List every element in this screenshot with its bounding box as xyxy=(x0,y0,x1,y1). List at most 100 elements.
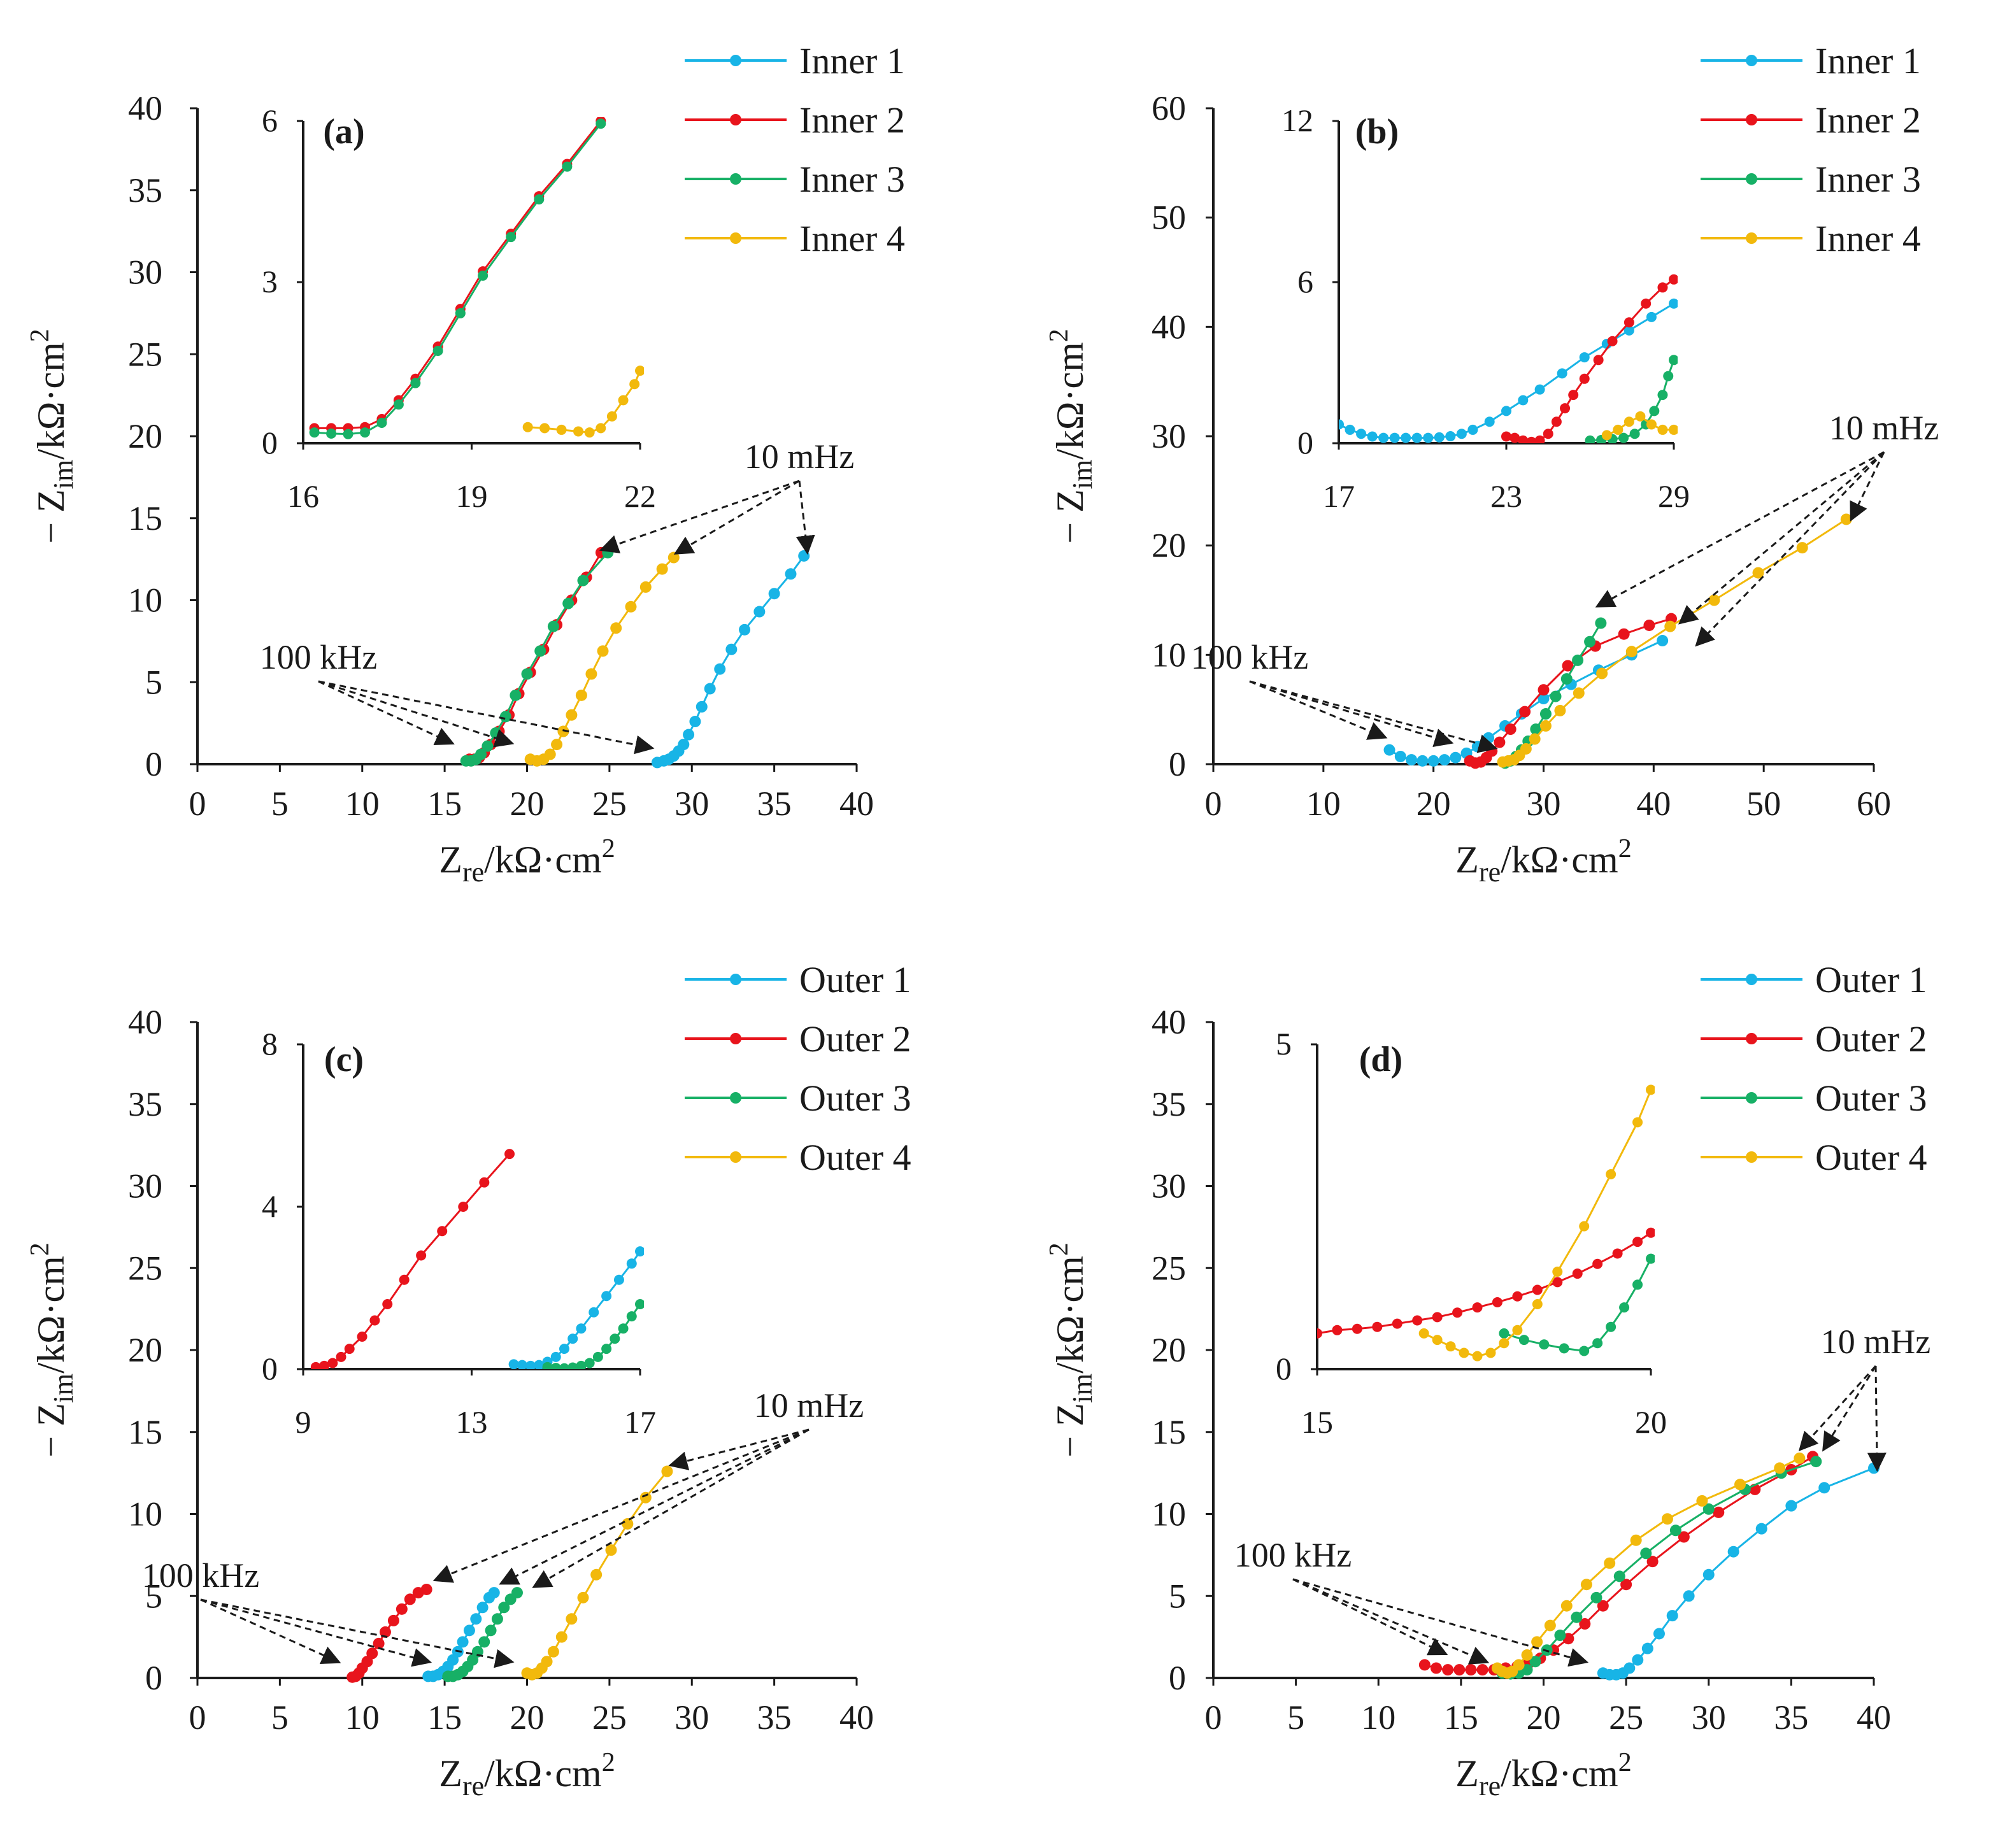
series-line xyxy=(530,557,674,762)
series-outer-2 xyxy=(1418,1451,1819,1676)
annotation-label: 100 kHz xyxy=(1191,638,1308,676)
annotation-arrow xyxy=(200,1598,341,1665)
inset-plot: 16 19 22 0 3 6 (a) xyxy=(262,103,656,514)
data-point xyxy=(482,740,494,752)
x-axis-title: Zre/kΩ·cm2 xyxy=(439,1748,615,1802)
annotation-arrow xyxy=(200,1598,432,1667)
data-point xyxy=(785,568,797,580)
legend-label: Inner 4 xyxy=(799,218,905,259)
data-point xyxy=(1595,617,1607,629)
inset-data-point xyxy=(1339,419,1344,430)
inset-background xyxy=(1317,1044,1651,1369)
legend-label: Outer 2 xyxy=(799,1018,911,1060)
data-point xyxy=(1640,1547,1652,1560)
x-tick-label: 40 xyxy=(1636,785,1671,823)
inset-x-tick-label: 9 xyxy=(296,1404,311,1440)
data-point xyxy=(490,727,502,739)
inset-data-point xyxy=(1539,1339,1550,1350)
inset-x-tick-label: 17 xyxy=(1323,478,1355,514)
inset-data-point xyxy=(1646,1084,1655,1095)
data-point xyxy=(1519,706,1531,718)
data-point xyxy=(1539,708,1552,720)
data-point xyxy=(739,623,751,636)
x-axis-title: Zre/kΩ·cm2 xyxy=(1455,1748,1631,1802)
inset-data-point xyxy=(1572,1269,1583,1279)
data-point xyxy=(485,1624,497,1637)
inset-data-point xyxy=(1646,1253,1655,1264)
x-tick-label: 40 xyxy=(1857,1698,1891,1737)
x-tick-label: 35 xyxy=(757,1698,792,1737)
data-point xyxy=(1661,1513,1673,1525)
x-tick-label: 20 xyxy=(1527,1698,1561,1737)
inset-data-point xyxy=(416,1250,427,1261)
inset-data-point xyxy=(1641,298,1652,309)
series-line xyxy=(657,555,805,764)
inset-data-point xyxy=(1434,432,1445,443)
inset-data-point xyxy=(1467,424,1478,435)
x-tick-label: 10 xyxy=(1306,785,1341,823)
inset-data-point xyxy=(1332,1325,1343,1335)
x-tick-label: 35 xyxy=(1774,1698,1808,1737)
panel-a: 0 5 10 15 20 25 30 35 400510152025303540Zre/kΩ·c… xyxy=(25,40,905,888)
x-tick-label: 0 xyxy=(1205,785,1222,823)
annotation-label: 100 kHz xyxy=(142,1556,259,1595)
inset-data-point xyxy=(393,399,404,410)
data-point xyxy=(575,689,587,701)
data-point xyxy=(566,709,578,721)
y-tick-label: 10 xyxy=(1152,1495,1186,1533)
legend-swatch-marker xyxy=(730,1033,741,1044)
data-point xyxy=(1657,635,1669,647)
inset-data-point xyxy=(1646,419,1657,430)
inset-data-point xyxy=(1669,298,1678,309)
data-point xyxy=(404,1593,416,1605)
inset-data-point xyxy=(1532,1284,1543,1295)
x-tick-label: 25 xyxy=(1609,1698,1643,1737)
data-point xyxy=(577,1591,589,1603)
panel-d: 0 5 10 15 20 25 30 35 40 0 5 10 15 20 25 30 35 40 Zre/kΩ·c… xyxy=(1045,959,1930,1802)
inset-data-point xyxy=(635,1246,644,1257)
inset-data-point xyxy=(534,194,545,205)
inset-data-point xyxy=(1432,1312,1443,1323)
data-point xyxy=(476,1602,489,1614)
inset-data-point xyxy=(1472,1351,1483,1361)
series-outer-4 xyxy=(521,1465,673,1681)
data-point xyxy=(1702,1568,1715,1581)
data-point xyxy=(639,581,652,593)
data-point xyxy=(373,1637,385,1649)
inset-data-point xyxy=(1499,1328,1509,1339)
legend-entry-inner-1: Inner 1 xyxy=(685,40,905,82)
inset-data-point xyxy=(613,1274,624,1285)
annotation-label: 100 kHz xyxy=(1234,1536,1352,1574)
inset-plot: 9 13 17 0 4 8 (c) xyxy=(262,1026,656,1440)
y-tick-label: 20 xyxy=(1152,1331,1186,1369)
annotation-100-khz: 100 kHz xyxy=(142,1556,515,1668)
legend-swatch-marker xyxy=(1746,114,1757,125)
inset-data-point xyxy=(1669,424,1678,435)
series-inner-2 xyxy=(1464,613,1677,769)
inset-data-point xyxy=(1532,1299,1543,1309)
inset-y-tick-label: 6 xyxy=(262,103,278,138)
legend-entry-inner-2: Inner 2 xyxy=(685,99,905,141)
data-point xyxy=(1562,660,1574,672)
inset-x-tick-label: 23 xyxy=(1490,478,1522,514)
data-point xyxy=(639,1491,652,1503)
x-tick-label: 20 xyxy=(1417,785,1451,823)
inset-data-point xyxy=(1663,371,1674,381)
inset-data-point xyxy=(589,1307,599,1318)
data-point xyxy=(1539,720,1552,732)
inset-data-point xyxy=(601,1291,612,1302)
inset-y-tick-label: 5 xyxy=(1276,1026,1292,1062)
inset-series-group xyxy=(1339,274,1678,443)
inset-data-point xyxy=(1432,1335,1443,1346)
data-point xyxy=(1453,1664,1466,1676)
data-point xyxy=(1494,736,1506,748)
data-point xyxy=(1713,1506,1725,1518)
inset-data-point xyxy=(1411,432,1422,443)
data-point xyxy=(1625,646,1638,658)
inset-data-point xyxy=(1452,1307,1463,1318)
legend-entry-outer-1: Outer 1 xyxy=(685,959,911,1000)
series-outer-2 xyxy=(346,1583,432,1683)
data-point xyxy=(1646,1556,1659,1568)
inset-data-point xyxy=(1607,336,1618,346)
